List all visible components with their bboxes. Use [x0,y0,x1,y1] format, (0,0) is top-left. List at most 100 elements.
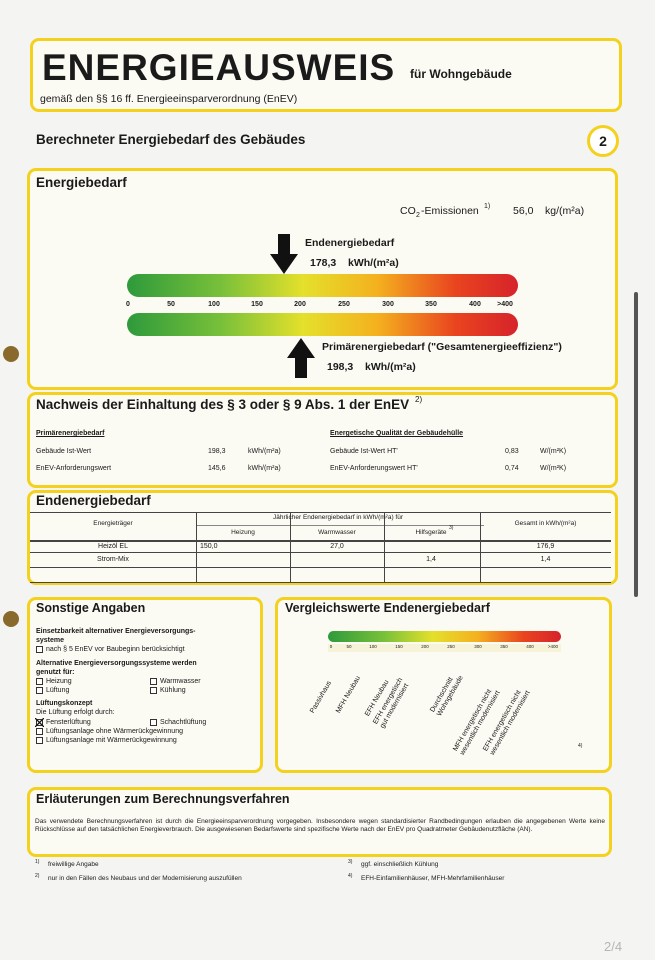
vergleich-box [275,597,612,773]
row-value: 0,74 [505,465,519,472]
checkbox [150,719,157,726]
footnote-text: ggf. einschließlich Kühlung [361,861,439,868]
checkbox [36,728,43,735]
option: Schachtlüftung [160,719,207,726]
footnote-text: EFH-Einfamilienhäuser, MFH-Mehrfamilienh… [361,875,505,882]
footnote-mark: 1) [35,859,40,865]
doc-title-suffix: für Wohngebäude [410,67,512,81]
row-unit: kWh/(m²a) [248,448,281,455]
co2-unit: kg/(m²a) [545,205,585,217]
row-value: 198,3 [208,448,226,455]
page-number: 2 [599,133,607,149]
scale-bar [127,313,518,336]
binder-hole [3,611,19,627]
arrow-shape [287,338,315,378]
nachweis-box [27,392,618,488]
scale-label: 400 [469,301,481,308]
scale-label: 250 [447,644,455,649]
footnote-ref: 3) [449,525,454,531]
table-cell: 1,4 [540,556,551,563]
primary-label: Primärenergiebedarf ("Gesamtenergieeffiz… [322,341,562,353]
endenergie-box [27,490,618,585]
row-label: EnEV-Anforderungswert HT' [330,465,418,472]
arrow-up [287,338,315,382]
bold-line: Alternative Energieversorgungssysteme we… [36,660,197,667]
scale-label: 100 [208,301,220,308]
table-rule [30,552,611,553]
table-cell: 176,9 [536,543,555,550]
table-rule [480,512,481,582]
erlaeuterung-box [27,787,612,857]
footnote-text: nur in den Fällen des Neubaus und der Mo… [48,875,242,882]
bold-line: Lüftungskonzept [36,700,93,707]
check-cross [35,718,44,727]
section-title: Vergleichswerte Endenergiebedarf [285,601,490,615]
scale-label: 300 [474,644,482,649]
row-label: Gebäude Ist-Wert [36,448,92,455]
section-title: Nachweis der Einhaltung des § 3 oder § 9… [36,397,410,412]
table-header: Hilfsgeräte [415,529,447,536]
section-title: Energiebedarf [36,175,127,190]
end-label: Endenergiebedarf [305,237,395,249]
row-label: EnEV-Anforderungswert [36,465,112,472]
scrollbar [634,292,638,597]
scale-strip [328,644,561,652]
table-header: Heizung [231,529,255,536]
checkbox [150,678,157,685]
section-title: Erläuterungen zum Berechnungsverfahren [36,792,290,806]
primary-unit: kWh/(m²a) [365,361,416,373]
scale-label: 350 [500,644,508,649]
scale-label: 150 [395,644,403,649]
scale-label: 50 [167,301,175,308]
table-rule [30,512,611,513]
doc-title: ENERGIEAUSWEIS [42,47,396,88]
table-header: Energieträger [93,520,133,527]
table-rule [30,540,611,542]
table-cell: Strom-Mix [97,556,129,563]
table-rule [196,512,197,582]
checkbox [36,687,43,694]
arrow-shape [270,234,298,274]
body-text: Das verwendete Berechnungsverfahren ist … [35,818,605,833]
footnote-ref: 2) [415,395,423,404]
scale-label: 200 [294,301,306,308]
scale-label: 150 [251,301,263,308]
table-rule [30,567,611,568]
row-label: Gebäude Ist-Wert HT' [330,448,398,455]
end-value: 178,3 [310,257,337,269]
scale-label: 250 [338,301,350,308]
bold-line: systeme [36,637,65,644]
scale-label: 0 [126,301,130,308]
row-value: 145,6 [208,465,226,472]
co2-value: 56,0 [513,205,534,217]
bold-line: Einsetzbarkeit alternativer Energieverso… [36,628,196,635]
table-header: Gesamt in kWh/(m²a) [514,520,577,527]
page-number-circle [587,125,619,157]
end-unit: kWh/(m²a) [348,257,399,269]
pager: 2/4 [604,939,623,954]
section-title: Endenergiebedarf [36,493,151,508]
table-rule [290,512,291,582]
table-rule [384,512,385,582]
title-box [30,38,622,112]
scale-label: 350 [425,301,437,308]
row-unit: kWh/(m²a) [248,465,281,472]
primary-value: 198,3 [327,361,354,373]
row-unit: W/(m²K) [540,448,567,455]
section-title: Sonstige Angaben [36,601,146,615]
option: Lüftungsanlage ohne Wärmerückgewinnung [46,728,183,735]
subheading: Energetische Qualität der Gebäudehülle [330,430,464,437]
row-value: 0,83 [505,448,519,455]
table-cell: Heizöl EL [98,543,128,550]
option: Warmwasser [160,678,201,685]
option: Lüftungsanlage mit Wärmerückgewinnung [46,737,177,744]
footnote-text: freiwillige Angabe [48,861,99,868]
scale-label: >400 [547,644,559,649]
checkbox [36,646,43,653]
footnote-mark: 4) [348,873,353,879]
footnote-mark: 2) [35,873,40,879]
footnote-ref: 1) [484,203,491,210]
scale-label: >400 [497,301,513,308]
scale-label: 100 [369,644,377,649]
table-cell: 27,0 [330,543,344,550]
